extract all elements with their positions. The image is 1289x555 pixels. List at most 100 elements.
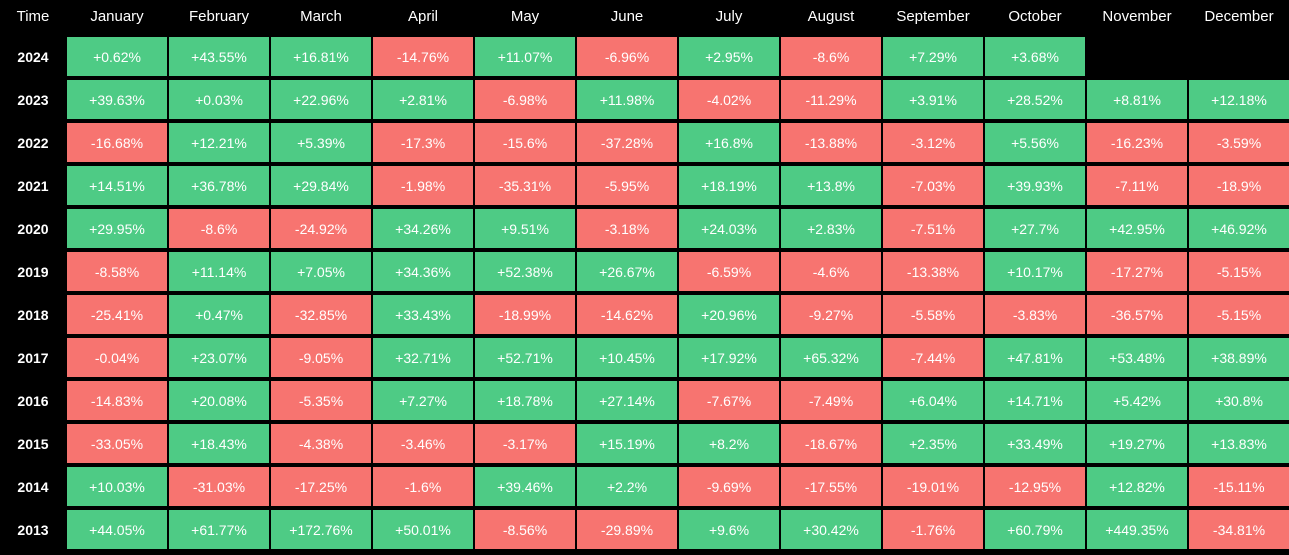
return-cell: -12.95% [985,467,1085,506]
return-cell: +17.92% [679,338,779,377]
return-cell: -16.23% [1087,123,1187,162]
return-cell: +61.77% [169,510,269,549]
return-cell: +11.07% [475,37,575,76]
return-cell: +5.39% [271,123,371,162]
return-cell: -9.05% [271,338,371,377]
year-label-2019: 2019 [17,263,49,280]
year-label-2022: 2022 [17,134,49,151]
return-cell: -3.17% [475,424,575,463]
return-cell: +5.42% [1087,381,1187,420]
return-cell: +11.14% [169,252,269,291]
return-cell: -3.59% [1189,123,1289,162]
return-cell: +53.48% [1087,338,1187,377]
column-header-june: June [610,8,644,25]
column-header-october: October [1008,8,1062,25]
return-cell: -13.88% [781,123,881,162]
return-cell: +2.35% [883,424,983,463]
return-cell: +60.79% [985,510,1085,549]
column-header-january: January [90,8,144,25]
year-label-2015: 2015 [17,435,49,452]
return-cell: +30.42% [781,510,881,549]
return-cell: +18.78% [475,381,575,420]
return-cell: +0.47% [169,295,269,334]
return-cell: -14.62% [577,295,677,334]
return-cell: +30.8% [1189,381,1289,420]
return-cell: +8.2% [679,424,779,463]
return-cell: +18.43% [169,424,269,463]
return-cell: +50.01% [373,510,473,549]
return-cell: +28.52% [985,80,1085,119]
return-cell: +11.98% [577,80,677,119]
return-cell: +9.6% [679,510,779,549]
return-cell: +39.93% [985,166,1085,205]
return-cell: +33.49% [985,424,1085,463]
return-cell: -19.01% [883,467,983,506]
year-label-2023: 2023 [17,91,49,108]
return-cell: -4.02% [679,80,779,119]
return-cell: +38.89% [1189,338,1289,377]
return-cell: +6.04% [883,381,983,420]
return-cell: +10.17% [985,252,1085,291]
column-header-november: November [1102,8,1172,25]
return-cell: -17.3% [373,123,473,162]
return-cell: -35.31% [475,166,575,205]
return-cell: -8.56% [475,510,575,549]
return-cell: -25.41% [67,295,167,334]
return-cell: +32.71% [373,338,473,377]
return-cell: +42.95% [1087,209,1187,248]
return-cell: +2.83% [781,209,881,248]
return-cell: +449.35% [1087,510,1187,549]
return-cell: -14.76% [373,37,473,76]
return-cell: +52.71% [475,338,575,377]
return-cell: +10.45% [577,338,677,377]
return-cell: +34.26% [373,209,473,248]
return-cell: -34.81% [1189,510,1289,549]
header-row: Time January February March April May June Jul… [0,0,1289,33]
return-cell: +5.56% [985,123,1085,162]
return-cell: -4.6% [781,252,881,291]
column-header-february: February [188,8,250,25]
return-cell: -7.03% [883,166,983,205]
return-cell: -11.29% [781,80,881,119]
return-cell: +16.81% [271,37,371,76]
return-cell: -18.99% [475,295,575,334]
year-label-2017: 2017 [17,349,49,366]
return-cell: -8.6% [781,37,881,76]
return-cell: +52.38% [475,252,575,291]
return-cell: +24.03% [679,209,779,248]
return-cell: +36.78% [169,166,269,205]
return-cell: -7.49% [781,381,881,420]
return-cell: +47.81% [985,338,1085,377]
return-cell: +26.67% [577,252,677,291]
return-cell: -6.98% [475,80,575,119]
return-cell: -7.67% [679,381,779,420]
return-cell: -7.11% [1087,166,1187,205]
return-cell: +9.51% [475,209,575,248]
return-cell: -9.27% [781,295,881,334]
return-cell: +65.32% [781,338,881,377]
return-cell: +29.95% [67,209,167,248]
return-cell: -3.18% [577,209,677,248]
return-cell: -8.58% [67,252,167,291]
time-column-header: Time [16,8,50,25]
return-cell: -17.25% [271,467,371,506]
return-cell: -29.89% [577,510,677,549]
return-cell: +10.03% [67,467,167,506]
return-cell: +172.76% [271,510,371,549]
return-cell: +43.55% [169,37,269,76]
return-cell: -5.15% [1189,252,1289,291]
return-cell: -6.96% [577,37,677,76]
return-cell: -15.6% [475,123,575,162]
return-cell: +23.07% [169,338,269,377]
return-cell: +0.62% [67,37,167,76]
return-cell: +33.43% [373,295,473,334]
return-cell: +13.83% [1189,424,1289,463]
return-cell: +12.82% [1087,467,1187,506]
return-cell: -24.92% [271,209,371,248]
return-cell: -6.59% [679,252,779,291]
return-cell: +0.03% [169,80,269,119]
year-label-2020: 2020 [17,220,49,237]
return-cell: -17.27% [1087,252,1187,291]
return-cell: -14.83% [67,381,167,420]
